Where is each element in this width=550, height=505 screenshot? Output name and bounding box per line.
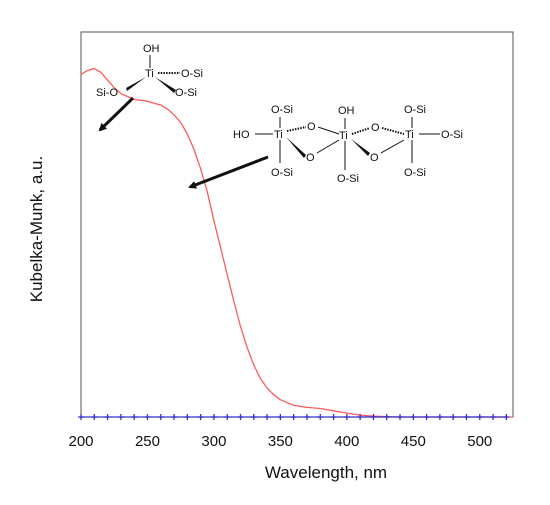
isolated-sio-left-label: Si-O	[96, 87, 118, 99]
oligomer-osi-4-label: O-Si	[404, 104, 426, 116]
bond-o-upper-ti2	[317, 126, 340, 135]
oligomer-osi-3-label: O-Si	[337, 173, 359, 185]
oligomer-o-2-label: O	[306, 152, 315, 164]
baseline-marker	[383, 414, 390, 420]
baseline-marker	[171, 414, 178, 420]
oligomer-ti-structure: O-Si HO Ti O-Si O O OH Ti O-Si O O O-Si …	[233, 104, 463, 185]
x-tick-label: 300	[201, 433, 226, 450]
baseline-marker	[117, 414, 124, 420]
bond-o-upper-ti3	[381, 127, 405, 135]
oligomer-oh-label: OH	[338, 105, 355, 117]
wedge-ti-osi-bottom	[155, 77, 176, 93]
baseline-marker	[423, 414, 430, 420]
baseline-marker	[264, 414, 271, 420]
isolated-osi-bottom-label: O-Si	[175, 87, 197, 99]
x-tick-label: 200	[68, 433, 93, 450]
baseline-marker	[224, 414, 231, 420]
oligomer-osi-2-label: O-Si	[271, 167, 293, 179]
bond-o-lower-ti2	[316, 139, 340, 154]
oligomer-o-4-label: O	[370, 152, 379, 164]
series-layer	[78, 67, 513, 420]
baseline-marker	[157, 414, 164, 420]
oligomer-ti-1-label: Ti	[274, 129, 283, 141]
x-tick-label: 350	[268, 433, 293, 450]
bond-ti1-o-upper	[286, 126, 307, 132]
baseline-marker	[210, 414, 217, 420]
baseline-marker	[303, 414, 310, 420]
baseline-marker	[370, 414, 377, 420]
baseline-marker	[237, 414, 244, 420]
oligomer-osi-1-label: O-Si	[271, 104, 293, 116]
x-tick-label: 500	[467, 433, 492, 450]
baseline-marker	[290, 414, 297, 420]
baseline-marker	[436, 414, 443, 420]
oligomer-o-1-label: O	[307, 121, 316, 133]
wedge-ti2-o-lower	[351, 139, 370, 156]
y-axis-label: Kubelka-Munk, a.u.	[27, 156, 46, 302]
baseline-marker	[184, 414, 191, 420]
bond-o-lower-ti3	[380, 139, 405, 154]
baseline-marker	[330, 414, 337, 420]
wedge-ti1-o-lower	[286, 137, 306, 158]
isolated-site-arrow	[98, 96, 135, 132]
baseline-marker	[410, 414, 417, 420]
baseline-marker	[476, 414, 483, 420]
oligomer-ho-label: HO	[233, 129, 250, 141]
plot-frame	[80, 31, 514, 418]
x-tick-label: 400	[334, 433, 359, 450]
isolated-oh-label: OH	[143, 43, 160, 55]
baseline-marker	[91, 414, 98, 420]
baseline-marker	[463, 414, 470, 420]
baseline-marker	[357, 414, 364, 420]
baseline-marker	[131, 414, 138, 420]
baseline-marker	[343, 414, 350, 420]
baseline-marker	[397, 414, 404, 420]
baseline-marker	[277, 414, 284, 420]
baseline-marker	[78, 414, 84, 420]
oligomer-o-3-label: O	[371, 122, 380, 134]
oligomer-site-arrow	[188, 155, 269, 189]
baseline-marker	[197, 414, 204, 420]
x-axis-ticks: 200 250 300 350 400 450 500	[68, 433, 492, 450]
x-axis-label: Wavelength, nm	[265, 463, 387, 482]
wedge-ti-osi-left	[126, 77, 146, 91]
baseline-marker	[503, 414, 510, 420]
x-tick-label: 450	[401, 433, 426, 450]
baseline-marker	[104, 414, 111, 420]
baseline-marker	[250, 414, 257, 420]
oligomer-ti-3-label: Ti	[405, 129, 414, 141]
oligomer-osi-6-label: O-Si	[404, 167, 426, 179]
baseline-marker	[144, 414, 151, 420]
baseline-marker	[450, 414, 457, 420]
x-tick-label: 250	[135, 433, 160, 450]
isolated-ti-structure: OH Ti O-Si Si-O O-Si	[96, 43, 203, 99]
bond-ti2-o-upper	[351, 127, 371, 135]
baseline-marker	[317, 414, 324, 420]
spectrum-line	[80, 67, 513, 418]
baseline-marker	[490, 414, 497, 420]
oligomer-ti-2-label: Ti	[339, 130, 348, 142]
isolated-ti-label: Ti	[145, 68, 154, 80]
oligomer-osi-5-label: O-Si	[441, 129, 463, 141]
isolated-osi-right-label: O-Si	[181, 68, 203, 80]
